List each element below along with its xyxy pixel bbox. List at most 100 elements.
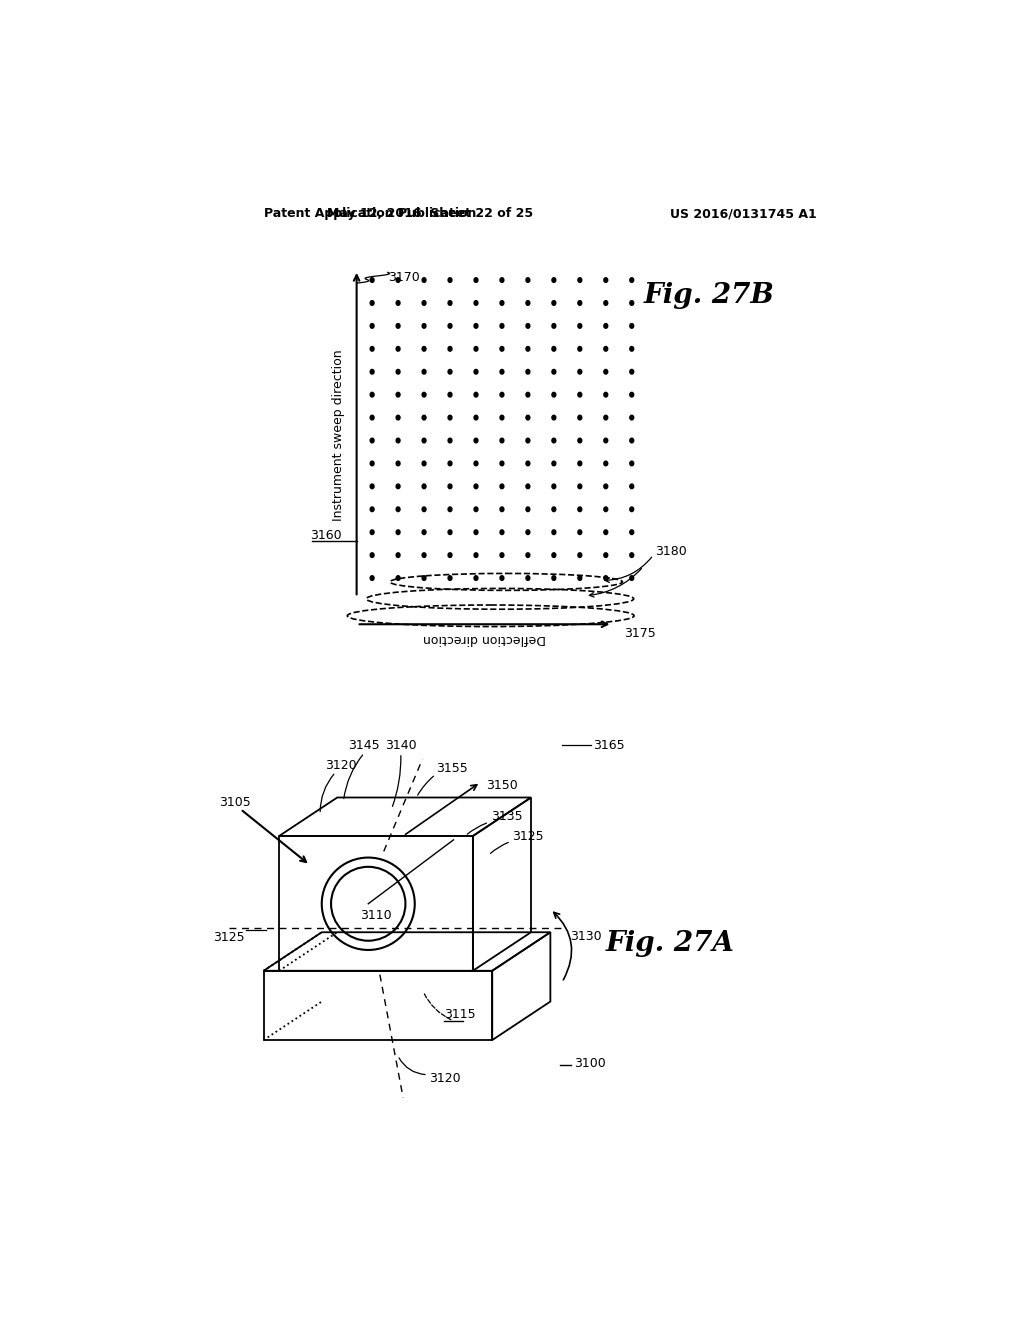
Ellipse shape <box>422 461 426 466</box>
Ellipse shape <box>500 301 504 305</box>
Ellipse shape <box>371 529 374 535</box>
Ellipse shape <box>604 347 607 351</box>
FancyArrowPatch shape <box>554 912 571 979</box>
FancyArrowPatch shape <box>590 569 641 597</box>
Ellipse shape <box>630 301 634 305</box>
Ellipse shape <box>371 323 374 329</box>
Ellipse shape <box>604 438 607 442</box>
Ellipse shape <box>449 507 452 512</box>
Ellipse shape <box>500 484 504 488</box>
Ellipse shape <box>371 347 374 351</box>
Text: Deflection direction: Deflection direction <box>423 632 546 645</box>
Ellipse shape <box>449 323 452 329</box>
Ellipse shape <box>422 576 426 581</box>
Ellipse shape <box>396 277 400 282</box>
Text: 3150: 3150 <box>486 779 518 792</box>
Text: 3160: 3160 <box>310 529 341 543</box>
Ellipse shape <box>630 553 634 557</box>
Ellipse shape <box>396 301 400 305</box>
Ellipse shape <box>396 392 400 397</box>
Ellipse shape <box>604 529 607 535</box>
Text: Instrument sweep direction: Instrument sweep direction <box>333 350 345 521</box>
Ellipse shape <box>371 553 374 557</box>
Ellipse shape <box>396 416 400 420</box>
Ellipse shape <box>604 277 607 282</box>
Ellipse shape <box>526 507 529 512</box>
Ellipse shape <box>526 553 529 557</box>
Ellipse shape <box>630 484 634 488</box>
Ellipse shape <box>578 507 582 512</box>
Ellipse shape <box>630 392 634 397</box>
Text: 3120: 3120 <box>326 759 357 772</box>
Ellipse shape <box>526 576 529 581</box>
Ellipse shape <box>449 416 452 420</box>
Ellipse shape <box>371 301 374 305</box>
Ellipse shape <box>500 392 504 397</box>
Text: 3125: 3125 <box>512 829 544 842</box>
Text: 3115: 3115 <box>444 1008 476 1022</box>
Ellipse shape <box>552 484 556 488</box>
Text: 3175: 3175 <box>624 627 655 640</box>
Ellipse shape <box>500 416 504 420</box>
Text: Patent Application Publication: Patent Application Publication <box>263 207 476 220</box>
Text: 3170: 3170 <box>388 271 420 284</box>
Ellipse shape <box>526 347 529 351</box>
Ellipse shape <box>526 301 529 305</box>
Ellipse shape <box>371 576 374 581</box>
Ellipse shape <box>422 277 426 282</box>
FancyArrowPatch shape <box>399 1057 425 1074</box>
Ellipse shape <box>371 484 374 488</box>
Ellipse shape <box>500 507 504 512</box>
Ellipse shape <box>552 277 556 282</box>
Ellipse shape <box>500 347 504 351</box>
Ellipse shape <box>604 576 607 581</box>
Ellipse shape <box>474 507 478 512</box>
Ellipse shape <box>578 461 582 466</box>
Ellipse shape <box>422 301 426 305</box>
Ellipse shape <box>526 461 529 466</box>
Ellipse shape <box>474 553 478 557</box>
Ellipse shape <box>630 277 634 282</box>
Ellipse shape <box>578 438 582 442</box>
Ellipse shape <box>396 484 400 488</box>
Ellipse shape <box>474 323 478 329</box>
Ellipse shape <box>630 347 634 351</box>
Ellipse shape <box>474 370 478 374</box>
Ellipse shape <box>371 438 374 442</box>
Text: Fig. 27A: Fig. 27A <box>606 931 735 957</box>
Ellipse shape <box>474 438 478 442</box>
Ellipse shape <box>449 484 452 488</box>
Ellipse shape <box>500 323 504 329</box>
Ellipse shape <box>578 347 582 351</box>
Ellipse shape <box>604 370 607 374</box>
Text: 3120: 3120 <box>429 1072 461 1085</box>
Ellipse shape <box>552 438 556 442</box>
Ellipse shape <box>474 416 478 420</box>
Ellipse shape <box>578 484 582 488</box>
Ellipse shape <box>630 461 634 466</box>
Ellipse shape <box>449 347 452 351</box>
Ellipse shape <box>371 370 374 374</box>
Text: 3100: 3100 <box>573 1056 605 1069</box>
Ellipse shape <box>604 392 607 397</box>
FancyArrowPatch shape <box>424 993 451 1019</box>
Ellipse shape <box>526 416 529 420</box>
Text: 3145: 3145 <box>348 739 380 751</box>
Ellipse shape <box>474 392 478 397</box>
Ellipse shape <box>449 370 452 374</box>
Ellipse shape <box>526 529 529 535</box>
Ellipse shape <box>474 529 478 535</box>
Ellipse shape <box>500 438 504 442</box>
Ellipse shape <box>449 576 452 581</box>
Ellipse shape <box>630 507 634 512</box>
Ellipse shape <box>500 461 504 466</box>
Ellipse shape <box>396 370 400 374</box>
Ellipse shape <box>552 461 556 466</box>
Ellipse shape <box>578 553 582 557</box>
Ellipse shape <box>604 553 607 557</box>
Ellipse shape <box>630 438 634 442</box>
Text: 3180: 3180 <box>655 545 687 557</box>
Ellipse shape <box>396 576 400 581</box>
Text: US 2016/0131745 A1: US 2016/0131745 A1 <box>671 207 817 220</box>
Text: 3140: 3140 <box>385 739 417 751</box>
